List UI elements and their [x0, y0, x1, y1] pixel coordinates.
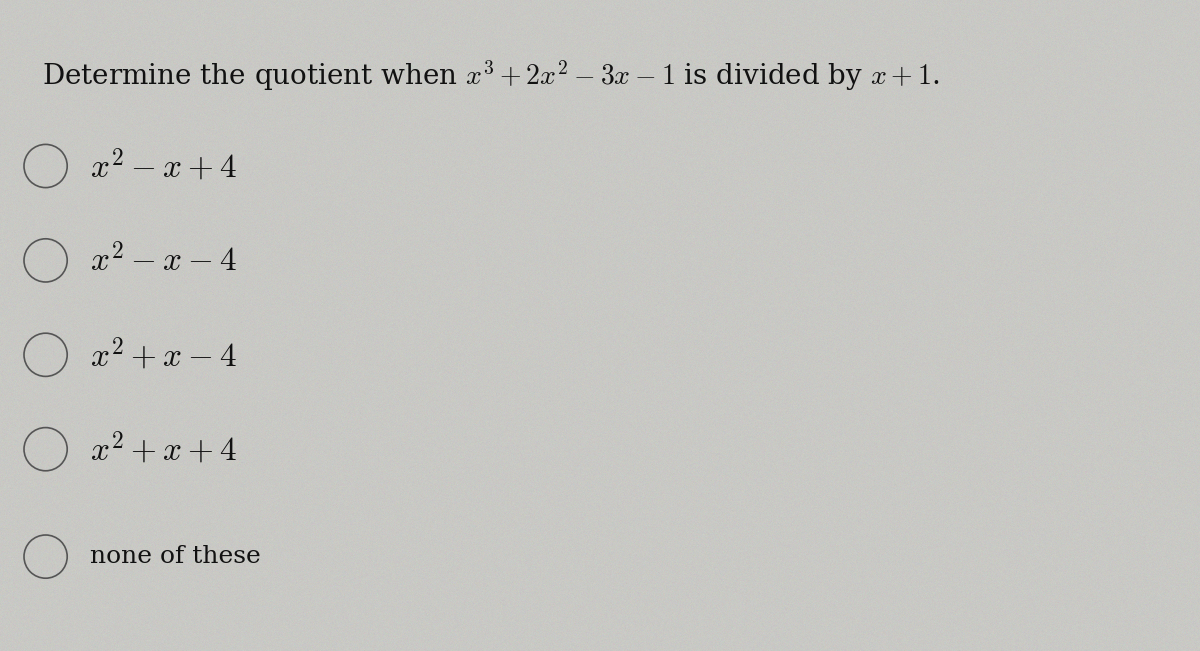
- Text: $x^2 - x + 4$: $x^2 - x + 4$: [90, 147, 236, 185]
- Text: $x^2 - x - 4$: $x^2 - x - 4$: [90, 243, 236, 278]
- Text: none of these: none of these: [90, 545, 260, 568]
- Text: Determine the quotient when $x^3 + 2x^2 - 3x - 1$ is divided by $x + 1$.: Determine the quotient when $x^3 + 2x^2 …: [42, 59, 940, 93]
- Text: $x^2 + x + 4$: $x^2 + x + 4$: [90, 430, 236, 468]
- Text: $x^2 + x - 4$: $x^2 + x - 4$: [90, 336, 236, 374]
